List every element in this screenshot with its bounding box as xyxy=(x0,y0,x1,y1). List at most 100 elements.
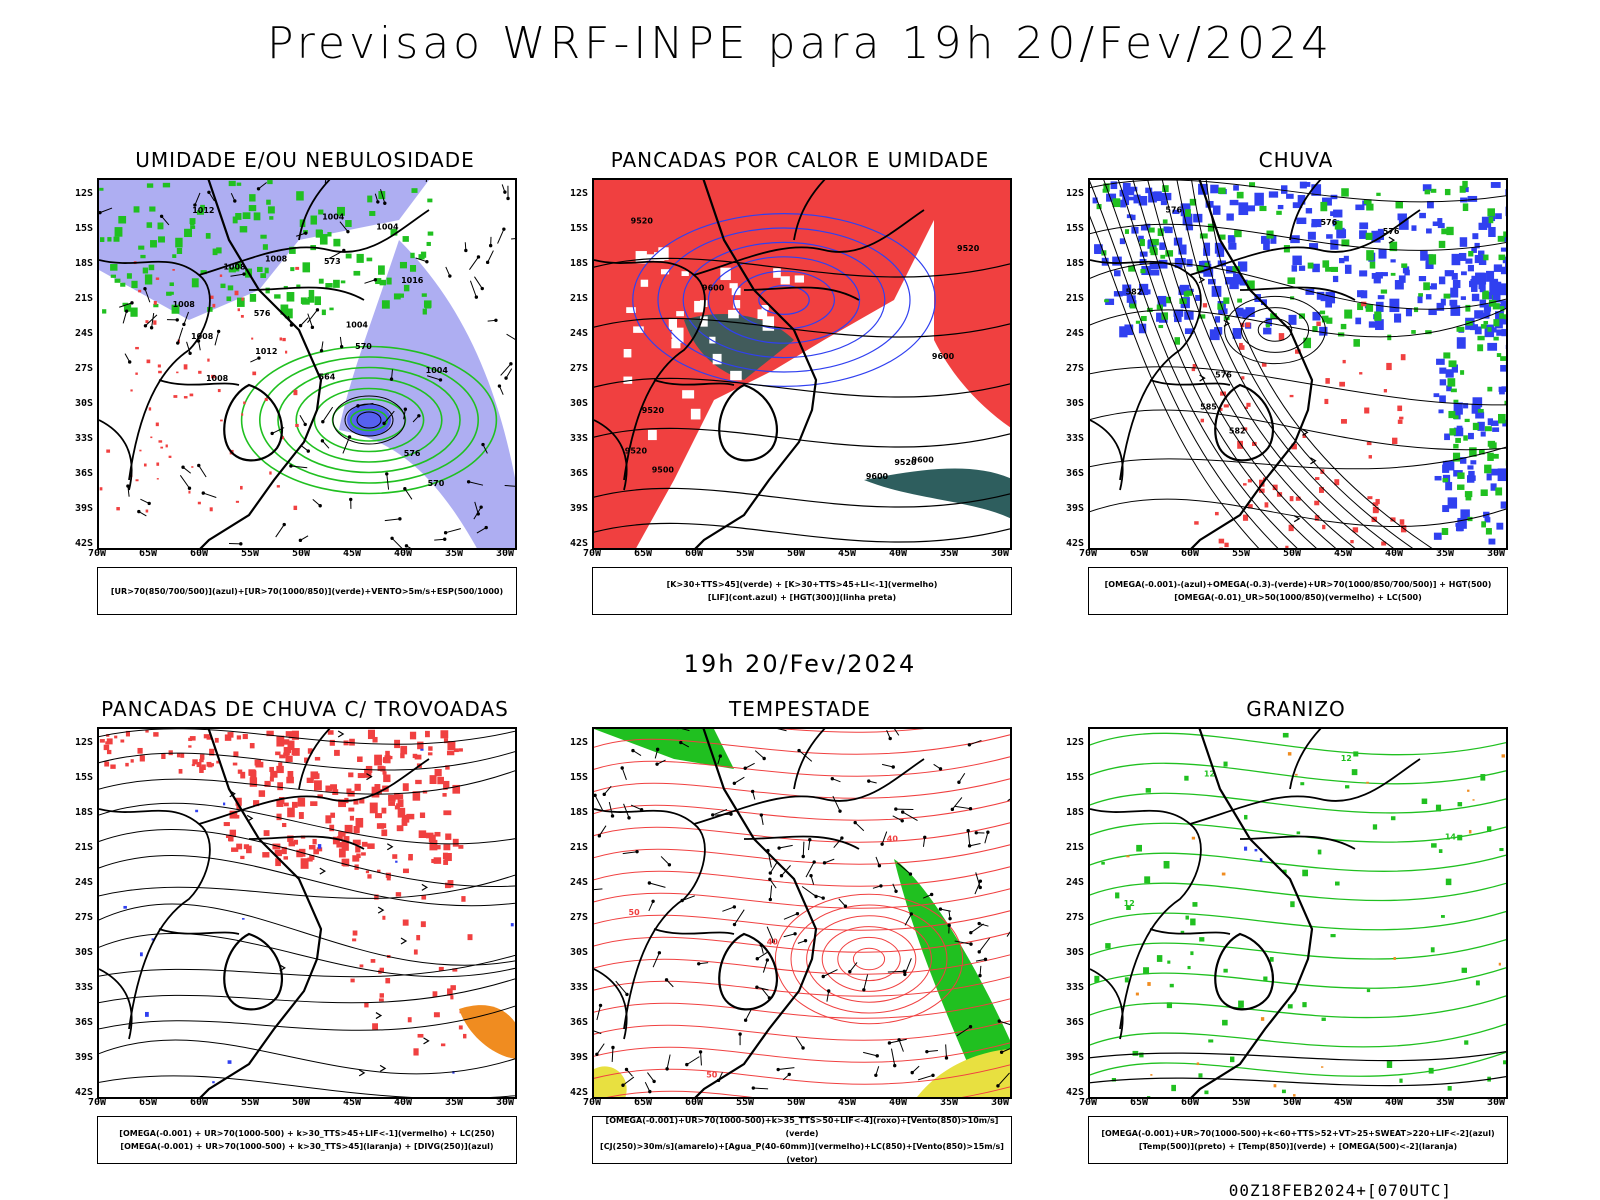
convective-orange-area xyxy=(459,1005,515,1059)
panel-title: CHUVA xyxy=(1258,148,1334,172)
latitude-label: 15S xyxy=(1065,772,1084,783)
latitude-label: 33S xyxy=(1065,433,1084,444)
longitude-label: 50W xyxy=(1282,548,1302,559)
longitude-label: 60W xyxy=(189,548,209,559)
contour-label: 573 xyxy=(324,257,341,266)
latitude-label: 36S xyxy=(1065,468,1084,479)
latitude-label: 36S xyxy=(74,468,93,479)
longitude-label: 45W xyxy=(342,548,362,559)
latitude-label: 33S xyxy=(1065,982,1084,993)
panel-legend: [UR>70(850/700/500)](azul)+[UR>70(1000/8… xyxy=(97,567,517,615)
contour-label: 1012 xyxy=(255,347,277,356)
geography-lines xyxy=(1090,729,1421,1097)
latitude-label: 27S xyxy=(1065,912,1084,923)
map-canvas: 585 576 582 576 582 576 576 xyxy=(1090,180,1506,548)
latitude-label: 15S xyxy=(569,772,588,783)
legend-line: [Temp(500)](preto) + [Temp(850)](verde) … xyxy=(1138,1142,1458,1151)
longitude-label: 40W xyxy=(1384,1097,1404,1108)
latitude-label: 30S xyxy=(569,398,588,409)
latitude-label: 33S xyxy=(74,433,93,444)
forecast-map: 585 576 582 576 582 576 576 xyxy=(1088,178,1508,550)
contour-label: 40 xyxy=(887,834,899,843)
panel-title: PANCADAS POR CALOR E UMIDADE xyxy=(610,148,990,172)
heat-humidity-area xyxy=(864,468,1010,519)
latitude-label: 15S xyxy=(74,223,93,234)
streamlines-500 xyxy=(1090,180,1506,527)
contour-label: 570 xyxy=(428,479,445,488)
latitude-label: 24S xyxy=(569,328,588,339)
thunderstorm-area xyxy=(99,729,221,774)
longitude-label: 50W xyxy=(786,1097,806,1108)
longitude-label: 65W xyxy=(138,548,158,559)
latitude-label: 33S xyxy=(74,982,93,993)
latitude-label: 27S xyxy=(569,912,588,923)
latitude-label: 30S xyxy=(74,947,93,958)
latitude-label: 12S xyxy=(1065,188,1084,199)
longitude-label: 30W xyxy=(1486,1097,1506,1108)
contour-label: 9520 xyxy=(625,447,648,456)
geography-lines xyxy=(594,180,925,548)
streamlines-250 xyxy=(99,729,515,1097)
contour-label: 9520 xyxy=(894,458,917,467)
latitude-label: 27S xyxy=(74,363,93,374)
contour-label: 50 xyxy=(629,908,641,917)
contour-label: 576 xyxy=(404,449,421,458)
humidity-mid-area xyxy=(99,180,429,320)
latitude-label: 21S xyxy=(569,842,588,853)
longitude-label: 30W xyxy=(1486,548,1506,559)
latitude-label: 24S xyxy=(569,877,588,888)
latitude-label: 18S xyxy=(1065,807,1084,818)
forecast-map: 50 40 50 40 xyxy=(592,727,1012,1099)
legend-line: [OMEGA(-0.001)+UR>70(1000-500)+k>35_TTS>… xyxy=(605,1116,999,1138)
latitude-label: 36S xyxy=(74,1017,93,1028)
longitude-label: 70W xyxy=(582,1097,602,1108)
geography-lines xyxy=(1090,180,1421,548)
latitude-label: 30S xyxy=(569,947,588,958)
longitude-label: 30W xyxy=(990,1097,1010,1108)
latitude-label: 12S xyxy=(74,737,93,748)
latitude-label: 33S xyxy=(569,433,588,444)
longitude-label: 35W xyxy=(444,1097,464,1108)
latitude-label: 30S xyxy=(74,398,93,409)
longitude-label: 45W xyxy=(837,1097,857,1108)
latitude-label: 30S xyxy=(1065,947,1084,958)
longitude-label: 30W xyxy=(495,548,515,559)
longitude-label: 50W xyxy=(786,548,806,559)
legend-line: [LIF](cont.azul) + [HGT(300)](linha pret… xyxy=(707,593,897,602)
latitude-label: 42S xyxy=(74,1087,93,1098)
latitude-label: 42S xyxy=(1065,538,1084,549)
map-canvas: 12 12 12 14 xyxy=(1090,729,1506,1097)
latitude-label: 18S xyxy=(1065,258,1084,269)
contour-label: 12 xyxy=(1124,899,1135,908)
thickness-contours xyxy=(99,261,300,513)
temp-850-contours xyxy=(1094,732,1506,1097)
latitude-label: 39S xyxy=(569,1052,588,1063)
latitude-label: 36S xyxy=(569,1017,588,1028)
omega-500-area xyxy=(1126,752,1505,1097)
hail-area xyxy=(1244,846,1263,862)
longitude-label: 55W xyxy=(1231,548,1251,559)
contour-label: 12 xyxy=(1341,754,1352,763)
run-info-label: 00Z18FEB2024+[070UTC] xyxy=(1228,1181,1452,1200)
panel-title: TEMPESTADE xyxy=(729,697,871,721)
latitude-label: 21S xyxy=(74,293,93,304)
geography-lines xyxy=(594,729,925,1097)
map-canvas: 1008 1008 1004 1012 1004 1008 1008 1012 1004 1004… xyxy=(99,180,515,548)
latitude-label: 18S xyxy=(74,807,93,818)
latitude-label: 24S xyxy=(74,328,93,339)
latitude-label: 39S xyxy=(569,503,588,514)
longitude-label: 55W xyxy=(735,1097,755,1108)
convective-area xyxy=(594,180,1010,548)
latitude-label: 39S xyxy=(74,1052,93,1063)
longitude-label: 45W xyxy=(342,1097,362,1108)
contour-label: 576 xyxy=(1215,370,1232,379)
legend-line: [OMEGA(-0.001)-(azul)+OMEGA(-0.3)-(verde… xyxy=(1104,580,1492,589)
wind-vectors xyxy=(99,180,515,548)
contour-label: 1008 xyxy=(191,332,214,341)
divergence-points xyxy=(123,748,514,1084)
legend-line: [OMEGA(-0.001)+UR>70(1000-500)+k<60+TTS>… xyxy=(1101,1129,1495,1138)
longitude-label: 40W xyxy=(888,1097,908,1108)
latitude-label: 39S xyxy=(74,503,93,514)
longitude-label: 40W xyxy=(393,1097,413,1108)
